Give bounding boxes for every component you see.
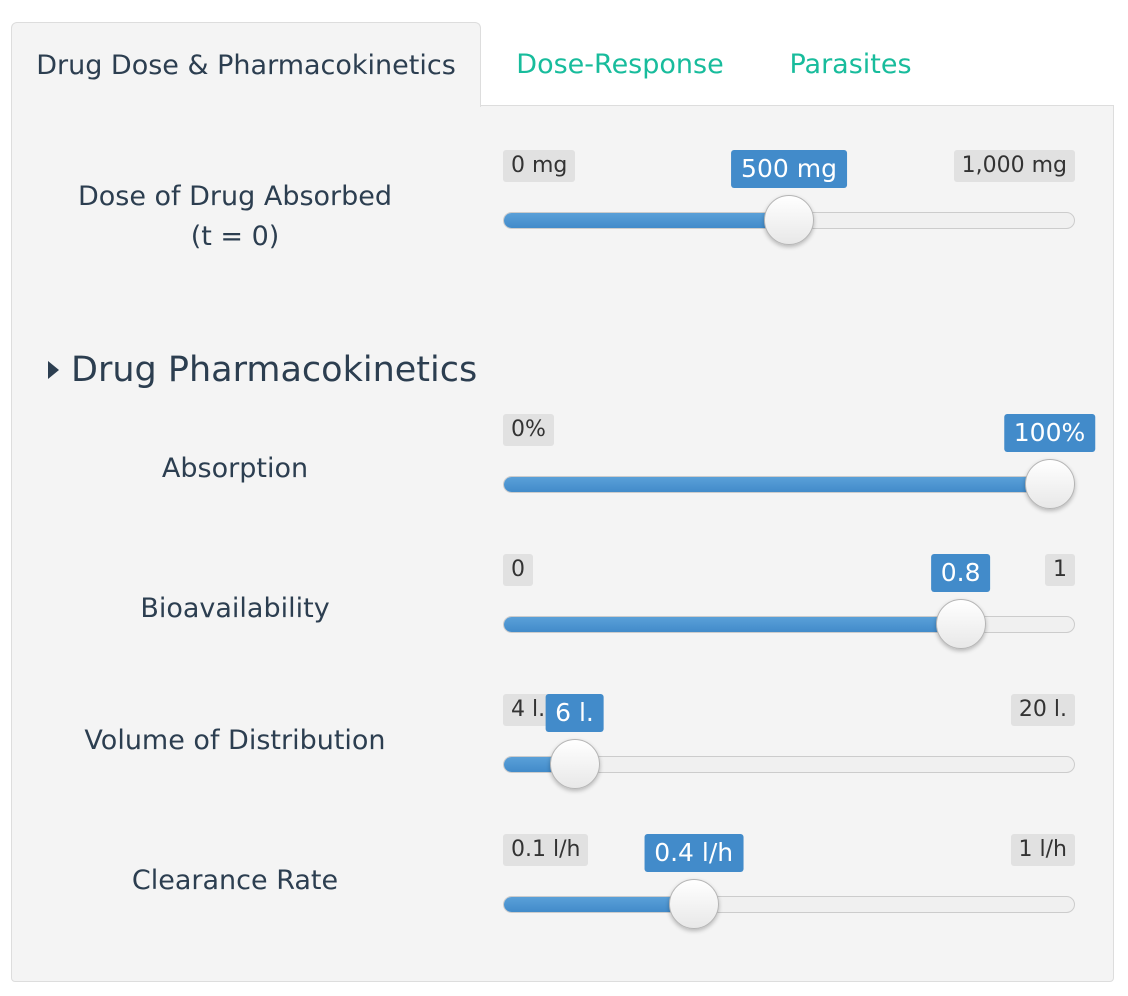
absorption-slider[interactable]: 0% 100% — [503, 414, 1096, 514]
clearance-label: Clearance Rate — [131, 865, 339, 896]
bioavailability-track[interactable] — [503, 616, 1075, 633]
absorption-handle[interactable] — [1025, 459, 1075, 509]
tab-parasites[interactable]: Parasites — [789, 48, 912, 80]
dose-fill — [504, 213, 790, 228]
bioavailability-value-label: 0.8 — [930, 554, 991, 592]
tab-bar: Drug Dose & Pharmacokinetics Dose-Respon… — [0, 0, 1128, 107]
volume-slider[interactable]: 4 l. 20 l. 6 l. — [503, 694, 1075, 794]
clearance-slider[interactable]: 0.1 l/h 1 l/h 0.4 l/h — [503, 834, 1075, 934]
absorption-value-label: 100% — [1003, 414, 1096, 452]
absorption-fill — [504, 477, 1051, 492]
volume-handle[interactable] — [549, 739, 600, 789]
dose-value-label: 500 mg — [731, 150, 847, 188]
volume-label: Volume of Distribution — [84, 725, 386, 756]
section-title[interactable]: Drug Pharmacokinetics — [48, 350, 477, 390]
clearance-fill — [504, 897, 695, 912]
bioavailability-fill — [504, 617, 962, 632]
volume-max-label: 20 l. — [1010, 694, 1075, 726]
dose-min-label: 0 mg — [503, 150, 576, 182]
clearance-value-label: 0.4 l/h — [644, 834, 744, 872]
clearance-handle[interactable] — [668, 879, 719, 929]
bioavailability-handle[interactable] — [935, 599, 986, 649]
absorption-min-label: 0% — [503, 414, 554, 446]
volume-value-label: 6 l. — [545, 694, 604, 732]
caret-right-icon[interactable] — [48, 361, 59, 379]
volume-min-label: 4 l. — [503, 694, 554, 726]
bioavailability-min-label: 0 — [503, 554, 533, 586]
dose-handle[interactable] — [764, 195, 814, 245]
dose-label-line2: (t = 0) — [190, 221, 280, 252]
tab-drug-dose-pharmacokinetics[interactable]: Drug Dose & Pharmacokinetics — [11, 22, 481, 107]
dose-label-line1: Dose of Drug Absorbed — [77, 181, 393, 212]
section-title-text: Drug Pharmacokinetics — [71, 350, 478, 390]
clearance-max-label: 1 l/h — [1010, 834, 1075, 866]
bioavailability-max-label: 1 — [1045, 554, 1075, 586]
clearance-track[interactable] — [503, 896, 1075, 913]
dose-max-label: 1,000 mg — [953, 150, 1075, 182]
clearance-min-label: 0.1 l/h — [503, 834, 589, 866]
tab-dose-response[interactable]: Dose-Response — [516, 48, 724, 80]
absorption-track[interactable] — [503, 476, 1075, 493]
dose-label: Dose of Drug Absorbed (t = 0) — [0, 177, 470, 257]
dose-slider[interactable]: 0 mg 1,000 mg 500 mg — [503, 150, 1075, 250]
bioavailability-slider[interactable]: 0 1 0.8 — [503, 554, 1075, 654]
bioavailability-label: Bioavailability — [140, 593, 330, 624]
absorption-label: Absorption — [161, 453, 309, 484]
